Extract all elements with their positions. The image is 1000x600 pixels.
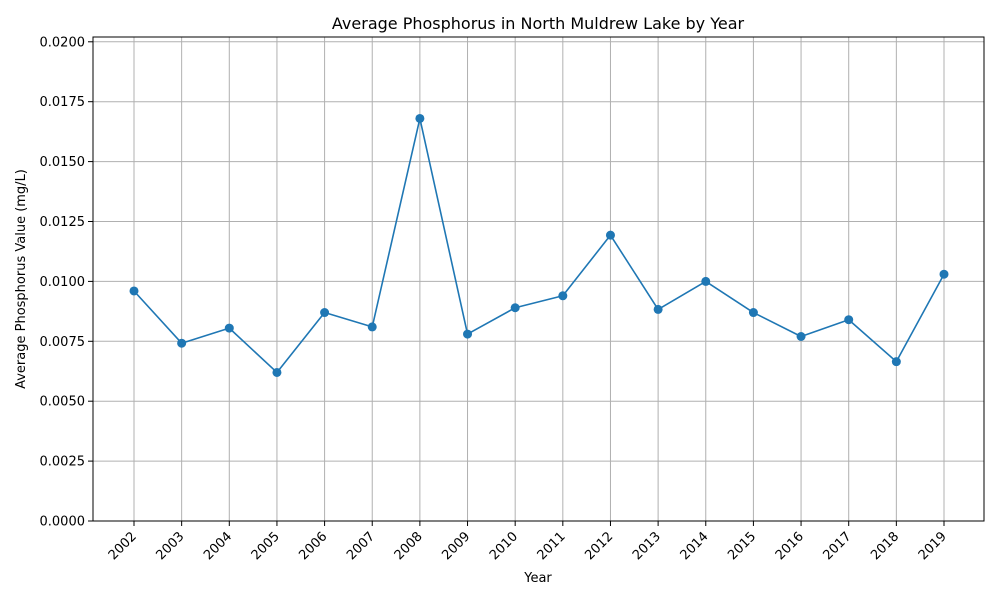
data-point	[796, 332, 806, 342]
data-point	[224, 323, 234, 333]
x-axis-title: Year	[523, 571, 552, 586]
plot-area-frame	[92, 36, 985, 522]
y-tick-label: 0.0200	[40, 35, 86, 50]
gridlines	[93, 37, 984, 522]
x-tick-label: 2019	[916, 529, 950, 563]
data-point	[939, 269, 949, 279]
data-point	[320, 308, 330, 318]
y-tick-label: 0.0125	[40, 215, 86, 230]
x-tick-label: 2009	[439, 529, 473, 563]
data-point	[367, 322, 377, 332]
x-tick-label: 2013	[630, 529, 664, 563]
x-tick-label: 2015	[725, 529, 759, 563]
x-tick-label: 2004	[201, 529, 235, 563]
x-tick-label: 2002	[106, 529, 140, 563]
data-point	[415, 113, 425, 123]
chart-title: Average Phosphorus in North Muldrew Lake…	[332, 14, 745, 33]
x-tick-label: 2014	[678, 529, 712, 563]
x-tick-label: 2008	[392, 529, 426, 563]
data-point	[129, 286, 139, 296]
data-point	[177, 338, 187, 348]
x-tick-label: 2011	[535, 529, 569, 563]
x-tick-label: 2018	[868, 529, 902, 563]
data-point	[272, 367, 282, 377]
data-point	[463, 329, 473, 339]
series-markers	[129, 113, 949, 377]
y-tick-label: 0.0175	[40, 95, 86, 110]
data-point	[701, 276, 711, 286]
series-line	[133, 117, 945, 374]
data-point	[653, 304, 663, 314]
series-line-layer	[133, 117, 945, 374]
axis-ticks: 2002 2003 2004 2005 2006 2007 2008 2009 2010 2011…	[40, 35, 950, 563]
x-tick-label: 2006	[296, 529, 330, 563]
y-axis-title: Average Phosphorus Value (mg/L)	[14, 169, 29, 389]
y-tick-label: 0.0050	[40, 395, 86, 410]
x-tick-label: 2003	[153, 529, 187, 563]
x-tick-label: 2005	[249, 529, 283, 563]
y-tick-label: 0.0075	[40, 335, 86, 350]
x-tick-label: 2017	[821, 529, 855, 563]
y-tick-label: 0.0100	[40, 275, 86, 290]
data-point	[891, 357, 901, 367]
y-tick-label: 0.0025	[40, 455, 86, 470]
x-tick-label: 2007	[344, 529, 378, 563]
data-point	[510, 303, 520, 313]
data-point	[748, 308, 758, 318]
data-point	[844, 315, 854, 325]
x-tick-label: 2016	[773, 529, 807, 563]
x-tick-label: 2012	[582, 529, 616, 563]
y-tick-label: 0.0150	[40, 155, 86, 170]
y-tick-label: 0.0000	[40, 515, 86, 530]
data-point	[605, 230, 615, 240]
data-point	[558, 291, 568, 301]
x-tick-label: 2010	[487, 529, 521, 563]
